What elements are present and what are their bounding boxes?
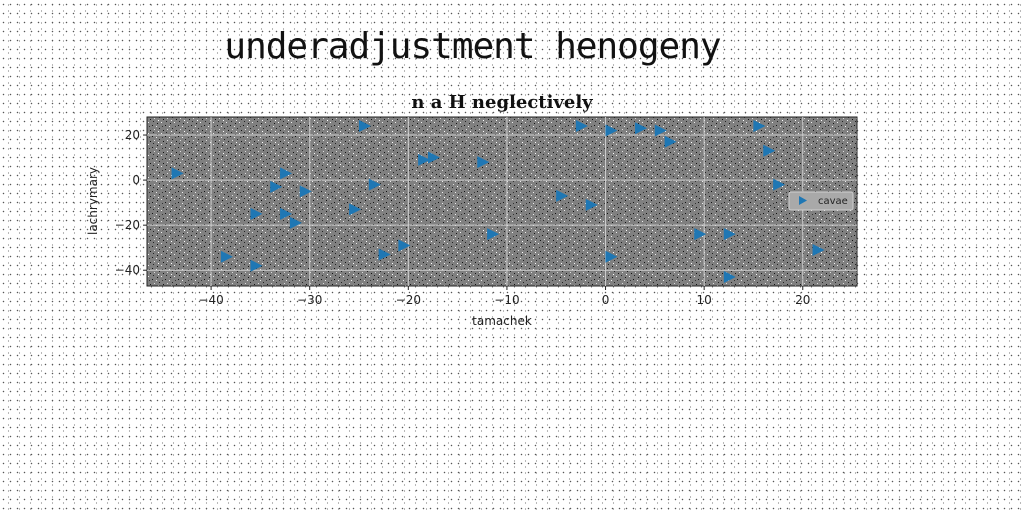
- data-point: [556, 189, 569, 202]
- x-tick-label: −10: [494, 293, 519, 307]
- x-tick-label: −30: [297, 293, 322, 307]
- y-axis-label: lachrymary: [86, 167, 100, 235]
- legend-marker: [799, 196, 807, 205]
- data-point: [349, 203, 362, 216]
- plot-area: [146, 116, 858, 287]
- data-point: [398, 239, 411, 252]
- data-point: [427, 151, 440, 164]
- data-point: [812, 243, 825, 256]
- data-point: [694, 228, 707, 241]
- data-point: [575, 120, 588, 133]
- axis-ticks: −40 −30 −20 −10 0 10 20 −40 −20 0 20: [115, 128, 811, 307]
- legend-box: [788, 191, 854, 211]
- data-point: [418, 153, 431, 166]
- data-point: [250, 207, 263, 220]
- data-point: [368, 178, 381, 191]
- data-point: [664, 135, 677, 148]
- data-point: [763, 144, 776, 157]
- data-point: [605, 124, 618, 137]
- y-tick-label: 0: [132, 173, 140, 187]
- data-point: [289, 216, 302, 229]
- data-point: [723, 270, 736, 283]
- data-point: [773, 178, 786, 191]
- data-point: [378, 248, 391, 261]
- data-point: [270, 180, 283, 193]
- y-tick-label: 20: [125, 128, 140, 142]
- data-point: [250, 259, 263, 272]
- data-point: [654, 124, 667, 137]
- x-axis-label: tamachek: [472, 314, 532, 328]
- y-tick-label: −20: [115, 218, 140, 232]
- data-point: [358, 120, 371, 133]
- x-tick-label: −20: [396, 293, 421, 307]
- data-points: [171, 120, 825, 283]
- data-point: [635, 122, 648, 135]
- figure-suptitle: underadjustment henogeny: [224, 26, 721, 67]
- data-point: [723, 228, 736, 241]
- x-tick-label: 10: [697, 293, 712, 307]
- chart-title: n a H neglectively: [411, 92, 593, 113]
- data-point: [477, 156, 490, 169]
- x-tick-label: 0: [602, 293, 610, 307]
- data-point: [487, 228, 500, 241]
- data-point: [280, 207, 293, 220]
- data-point: [280, 167, 293, 180]
- data-point: [171, 167, 184, 180]
- data-point: [299, 185, 312, 198]
- y-tick-label: −40: [115, 263, 140, 277]
- legend: cavae: [788, 191, 854, 211]
- data-point: [753, 120, 766, 133]
- data-point: [605, 250, 618, 263]
- legend-label: cavae: [818, 196, 848, 207]
- grid-lines: [147, 117, 857, 286]
- data-point: [220, 250, 233, 263]
- x-tick-label: 20: [795, 293, 810, 307]
- data-point: [585, 198, 598, 211]
- x-tick-label: −40: [198, 293, 223, 307]
